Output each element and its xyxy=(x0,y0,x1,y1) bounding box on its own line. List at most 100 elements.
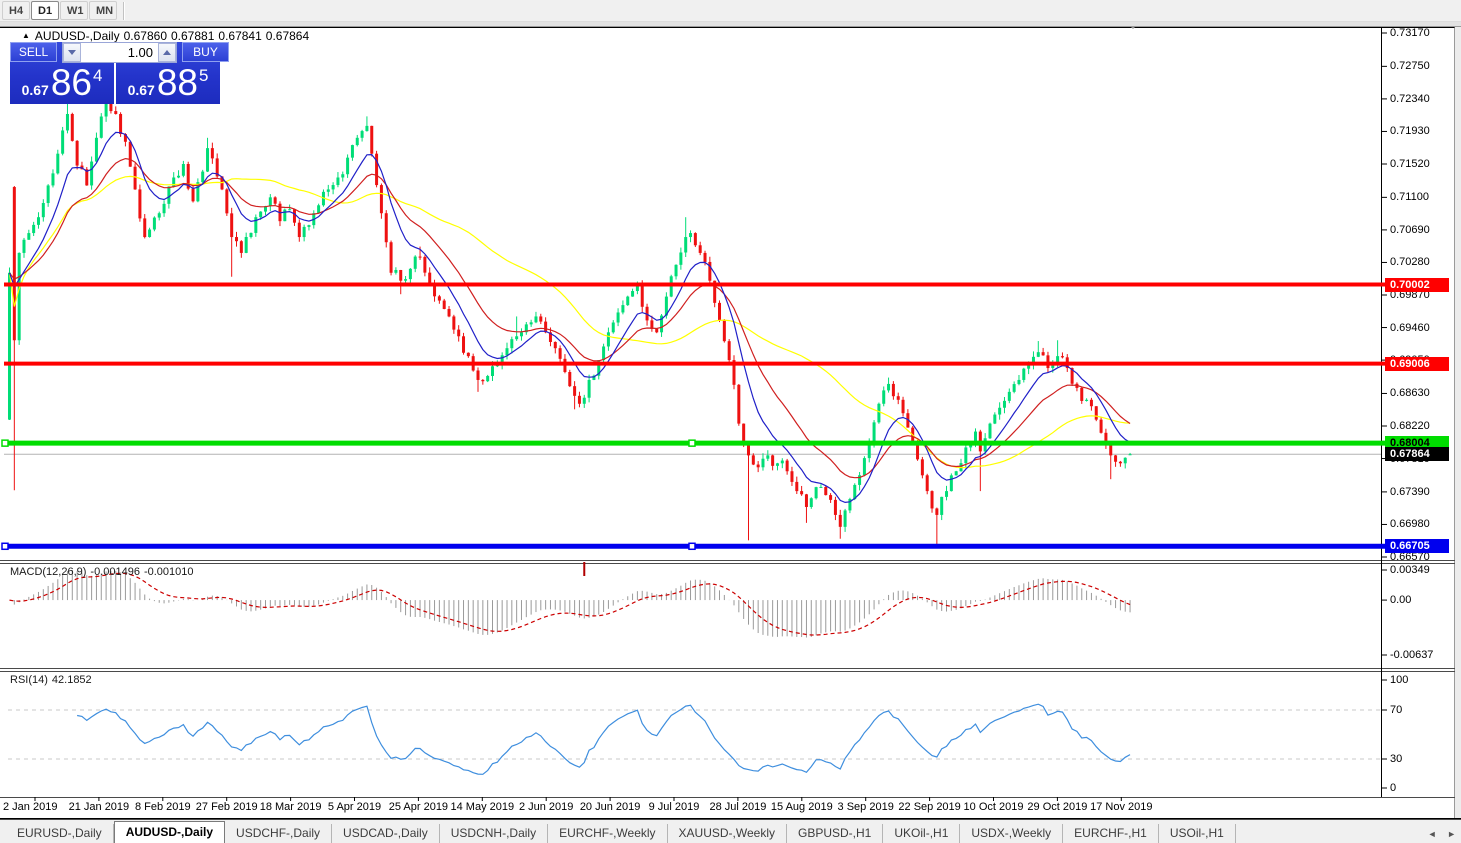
hline-handle[interactable] xyxy=(688,542,696,551)
date-axis-label: 29 Oct 2019 xyxy=(1027,801,1088,813)
tab-audusd-daily[interactable]: AUDUSD-,Daily xyxy=(113,821,226,843)
macd-name: MACD(12,26,9) xyxy=(10,566,87,578)
close-value: 0.67864 xyxy=(265,29,310,43)
price-tick-label: 0.71930 xyxy=(1390,125,1430,138)
ma-45-line xyxy=(8,175,1131,469)
spinner-up-icon xyxy=(163,50,171,55)
hline-handle[interactable] xyxy=(1,439,9,447)
timeframe-button-mn[interactable]: MN xyxy=(89,1,117,20)
sell-button[interactable]: SELL xyxy=(10,42,57,62)
date-axis-label: 25 Apr 2019 xyxy=(388,801,449,813)
spinner-down-icon xyxy=(68,50,76,55)
tab-usdcnh-daily[interactable]: USDCNH-,Daily xyxy=(440,824,549,843)
hline-handle[interactable] xyxy=(1,542,9,551)
candles xyxy=(8,90,1132,547)
tab-ukoil-h1[interactable]: UKOil-,H1 xyxy=(883,824,961,843)
tabs-scroll-right-button[interactable]: ► xyxy=(1447,829,1456,839)
toolbar-separator xyxy=(123,1,125,20)
macd-main-value: -0.001496 xyxy=(90,566,140,578)
price-tick-label: 0.72340 xyxy=(1390,92,1430,105)
price-tick-label: 0.71520 xyxy=(1390,158,1430,170)
volume-input[interactable] xyxy=(81,43,158,62)
high-value: 0.67881 xyxy=(171,29,215,43)
date-axis-label: 5 Apr 2019 xyxy=(327,801,382,813)
hline-price-label: 0.68004 xyxy=(1385,436,1449,451)
symbol-period-label: AUDUSD-,Daily xyxy=(34,29,120,43)
macd-signal-line xyxy=(9,572,1131,636)
date-axis-label: 17 Nov 2019 xyxy=(1090,801,1153,813)
price-tick-label: 0.70690 xyxy=(1390,223,1430,236)
macd-signal-value: -0.001010 xyxy=(143,566,194,578)
price-tick-label: 0.68630 xyxy=(1390,387,1430,400)
timeframe-button-w1[interactable]: W1 xyxy=(60,1,88,20)
low-value: 0.67841 xyxy=(218,29,262,43)
sell-price-display[interactable]: 0.67 86 4 xyxy=(10,64,114,101)
date-axis-label: 15 Aug 2019 xyxy=(770,801,833,813)
date-axis-label: 18 Mar 2019 xyxy=(259,801,322,813)
date-axis-label: 22 Sep 2019 xyxy=(898,801,961,813)
trend-up-icon: ▲ xyxy=(22,31,30,40)
tab-xauusd-weekly[interactable]: XAUUSD-,Weekly xyxy=(668,824,787,843)
volume-control xyxy=(62,42,177,63)
current-price-label: 0.67864 xyxy=(1385,447,1449,462)
tab-usdx-weekly[interactable]: USDX-,Weekly xyxy=(960,824,1064,843)
date-axis-label: 2 Jun 2019 xyxy=(518,801,574,813)
macd-tick-label: 0.00 xyxy=(1390,594,1412,607)
date-axis-label: 20 Jun 2019 xyxy=(579,801,641,813)
hline-price-label: 0.70002 xyxy=(1385,277,1449,292)
tab-eurchf-weekly[interactable]: EURCHF-,Weekly xyxy=(548,824,668,843)
buy-price-display[interactable]: 0.67 88 5 xyxy=(116,64,220,101)
price-tick-label: 0.67390 xyxy=(1390,485,1430,498)
ma-20-line xyxy=(9,157,1131,479)
hline-price-label: 0.66705 xyxy=(1385,539,1449,554)
volume-increase-button[interactable] xyxy=(158,43,176,62)
rsi-tick-label: 30 xyxy=(1390,753,1403,765)
price-tick-label: 0.69460 xyxy=(1390,321,1430,334)
buy-button[interactable]: BUY xyxy=(182,42,229,62)
macd-tick-label: 0.00349 xyxy=(1390,564,1430,576)
tab-usdchf-daily[interactable]: USDCHF-,Daily xyxy=(225,824,333,843)
date-axis-label: 14 May 2019 xyxy=(450,801,515,813)
price-tick-label: 0.71100 xyxy=(1390,191,1429,204)
rsi-tick-label: 100 xyxy=(1390,674,1409,686)
ma-9-line xyxy=(8,131,1131,504)
macd-tick-label: -0.00637 xyxy=(1390,649,1434,661)
buy-price-big: 88 xyxy=(156,62,198,103)
tab-gbpusd-h1[interactable]: GBPUSD-,H1 xyxy=(787,824,884,843)
price-tick-label: 0.70280 xyxy=(1390,256,1430,269)
tab-eurchf-h1[interactable]: EURCHF-,H1 xyxy=(1063,824,1159,843)
panel-divider xyxy=(114,62,116,104)
rsi-name: RSI(14) xyxy=(10,674,48,686)
chart-window[interactable] xyxy=(0,27,1455,819)
rsi-line xyxy=(77,703,1131,775)
timeframe-toolbar: H4 D1 W1 MN xyxy=(0,0,1461,22)
tab-usdcad-daily[interactable]: USDCAD-,Daily xyxy=(332,824,440,843)
date-axis-label: 2 Jan 2019 xyxy=(3,801,58,813)
price-tick-label: 0.68220 xyxy=(1390,420,1430,432)
timeframe-button-d1[interactable]: D1 xyxy=(31,1,59,20)
tab-usoil-h1[interactable]: USOil-,H1 xyxy=(1159,824,1236,843)
window-top-edge xyxy=(0,22,1461,27)
rsi-tick-label: 0 xyxy=(1390,782,1397,794)
sell-price-pip: 4 xyxy=(92,66,103,85)
price-tick-label: 0.69870 xyxy=(1390,289,1430,301)
tabs-scroll-left-button[interactable]: ◄ xyxy=(1427,829,1437,839)
hline-price-label: 0.69006 xyxy=(1385,356,1449,371)
chart-tab-bar: EURUSD-,Daily AUDUSD-,Daily USDCHF-,Daily U… xyxy=(0,819,1461,843)
tab-eurusd-daily[interactable]: EURUSD-,Daily xyxy=(6,824,114,843)
date-axis-label: 9 Jul 2019 xyxy=(648,801,700,813)
sell-price-big: 86 xyxy=(50,62,92,103)
buy-price-pip: 5 xyxy=(198,66,209,85)
open-value: 0.67860 xyxy=(123,29,167,43)
sell-price-prefix: 0.67 xyxy=(21,82,49,98)
hline-handle[interactable] xyxy=(688,439,696,447)
macd-histogram xyxy=(13,570,1131,638)
macd-pane-label: MACD(12,26,9) -0.001496 -0.001010 xyxy=(10,566,198,578)
rsi-pane-label: RSI(14) 42.1852 xyxy=(10,674,96,686)
volume-decrease-button[interactable] xyxy=(63,43,81,62)
date-axis-label: 21 Jan 2019 xyxy=(68,801,130,813)
chart-ohlc-header: ▲ AUDUSD-,Daily 0.67860 0.67881 0.67841 0.678… xyxy=(22,29,313,43)
timeframe-button-h4[interactable]: H4 xyxy=(2,1,30,20)
